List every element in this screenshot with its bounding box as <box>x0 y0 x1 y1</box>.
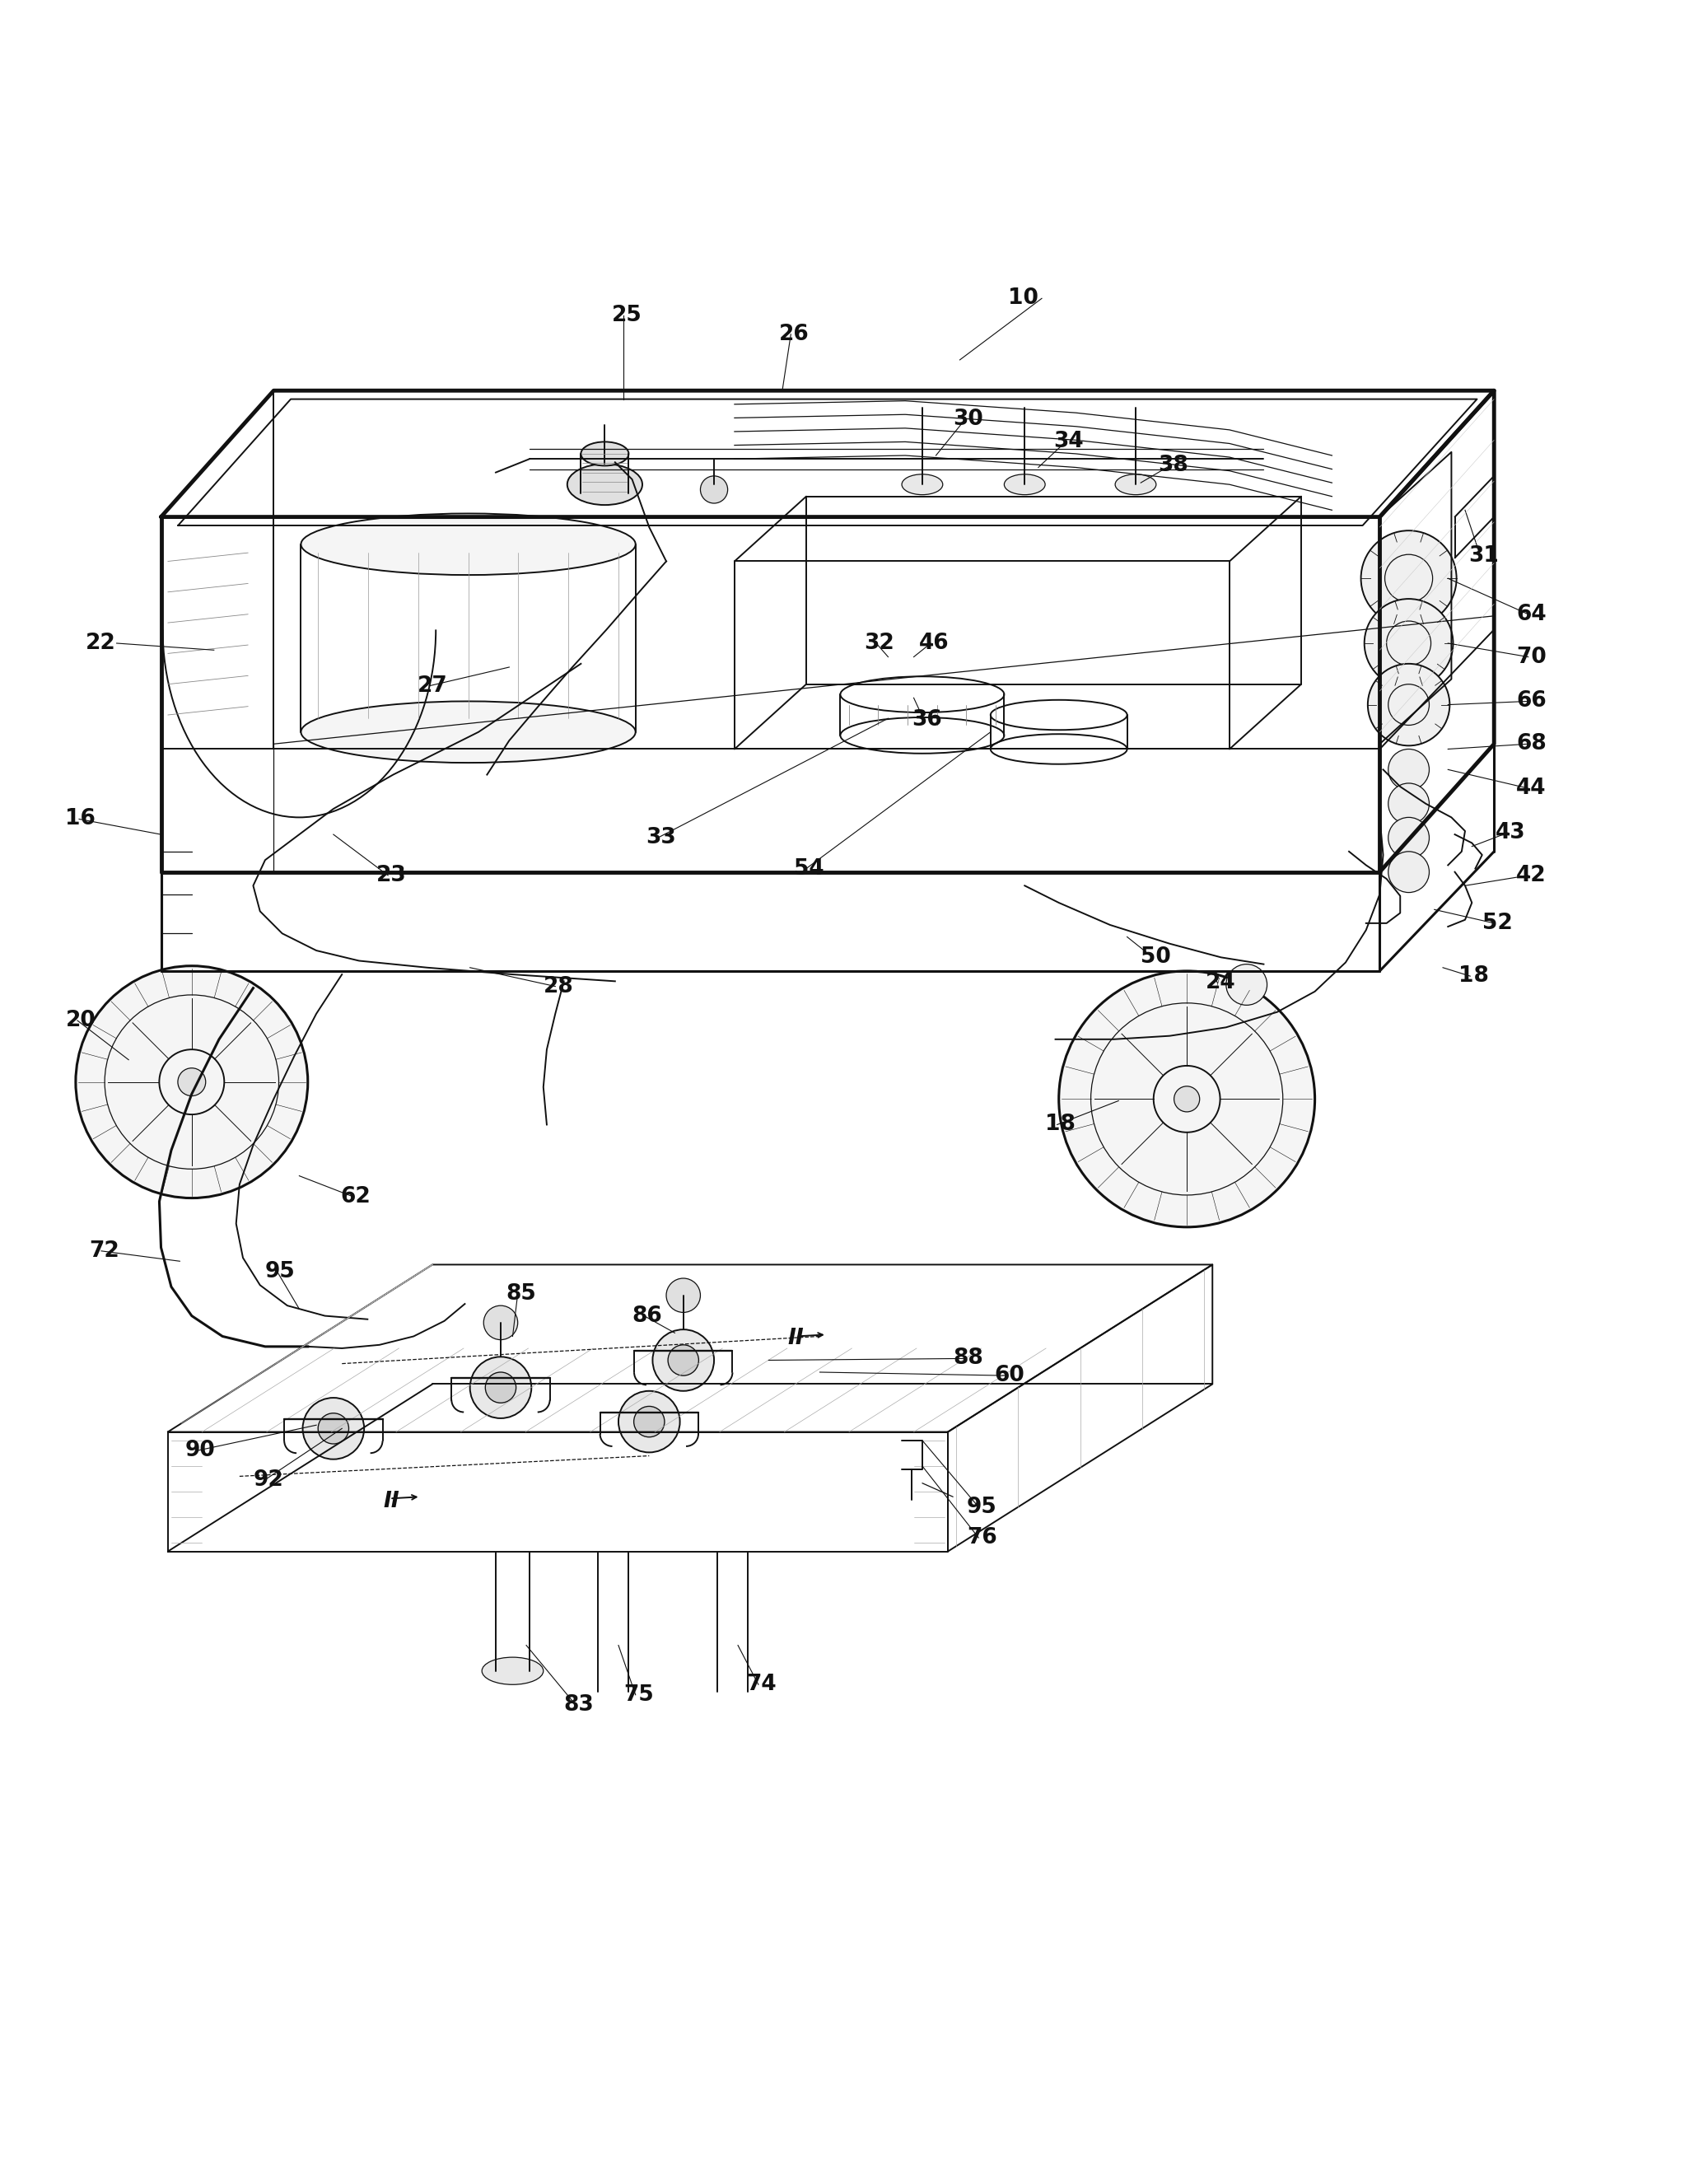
Circle shape <box>700 475 728 504</box>
Circle shape <box>1365 600 1454 687</box>
Text: 74: 74 <box>746 1673 777 1695</box>
Text: 92: 92 <box>253 1470 284 1490</box>
Text: 90: 90 <box>184 1439 215 1461</box>
Text: 83: 83 <box>564 1695 594 1716</box>
Text: 26: 26 <box>779 323 810 345</box>
Text: 64: 64 <box>1517 604 1546 626</box>
Circle shape <box>1389 818 1430 859</box>
Text: 54: 54 <box>794 857 825 879</box>
Text: 44: 44 <box>1517 779 1546 798</box>
Text: 85: 85 <box>506 1282 536 1304</box>
Text: 76: 76 <box>967 1527 997 1549</box>
Text: 95: 95 <box>265 1261 295 1282</box>
Circle shape <box>1389 748 1430 790</box>
Text: 30: 30 <box>953 408 984 430</box>
Ellipse shape <box>902 473 943 495</box>
Text: 23: 23 <box>376 864 407 885</box>
Circle shape <box>178 1069 205 1095</box>
Text: 62: 62 <box>340 1186 371 1206</box>
Text: 95: 95 <box>967 1496 997 1518</box>
Text: 20: 20 <box>65 1010 96 1032</box>
Text: 50: 50 <box>1141 947 1172 968</box>
Text: 18: 18 <box>1045 1114 1076 1136</box>
Text: 75: 75 <box>623 1684 654 1706</box>
Text: 34: 34 <box>1054 432 1085 451</box>
Circle shape <box>666 1278 700 1313</box>
Text: 70: 70 <box>1517 646 1546 667</box>
Circle shape <box>1226 964 1267 1005</box>
Circle shape <box>1059 971 1315 1228</box>
Text: 18: 18 <box>1459 966 1489 986</box>
Circle shape <box>668 1346 699 1376</box>
Circle shape <box>1173 1086 1199 1112</box>
Text: 10: 10 <box>1008 288 1038 310</box>
Text: 33: 33 <box>646 827 676 848</box>
Circle shape <box>75 966 307 1197</box>
Text: 72: 72 <box>89 1241 120 1261</box>
Text: 43: 43 <box>1496 822 1525 844</box>
Ellipse shape <box>301 702 635 763</box>
Circle shape <box>483 1306 518 1339</box>
Text: 88: 88 <box>953 1348 984 1370</box>
Text: 86: 86 <box>632 1304 663 1326</box>
Text: 22: 22 <box>85 632 116 654</box>
Text: 60: 60 <box>994 1365 1025 1387</box>
Ellipse shape <box>581 443 629 467</box>
Text: 42: 42 <box>1517 864 1546 885</box>
Ellipse shape <box>1115 473 1156 495</box>
Text: 36: 36 <box>912 709 943 731</box>
Text: 27: 27 <box>417 676 447 696</box>
Text: 28: 28 <box>543 975 574 997</box>
Circle shape <box>652 1330 714 1391</box>
Text: 16: 16 <box>65 809 96 829</box>
Ellipse shape <box>567 465 642 506</box>
Text: 46: 46 <box>919 632 950 654</box>
Text: 24: 24 <box>1206 973 1237 995</box>
Circle shape <box>318 1413 348 1444</box>
Text: 38: 38 <box>1158 456 1189 475</box>
Ellipse shape <box>1004 473 1045 495</box>
Circle shape <box>302 1398 364 1459</box>
Circle shape <box>1389 783 1430 824</box>
Text: 32: 32 <box>864 632 895 654</box>
Text: II: II <box>383 1492 400 1514</box>
Circle shape <box>1361 530 1457 626</box>
Circle shape <box>634 1407 664 1437</box>
Text: 52: 52 <box>1483 912 1512 933</box>
Text: 68: 68 <box>1517 733 1546 755</box>
Circle shape <box>618 1391 680 1453</box>
Text: 25: 25 <box>611 305 642 327</box>
Ellipse shape <box>482 1658 543 1684</box>
Text: 31: 31 <box>1469 545 1500 567</box>
Circle shape <box>1368 663 1450 746</box>
Circle shape <box>470 1357 531 1418</box>
Circle shape <box>485 1372 516 1402</box>
Text: 66: 66 <box>1517 691 1546 711</box>
Text: II: II <box>787 1328 804 1348</box>
Circle shape <box>1389 851 1430 892</box>
Ellipse shape <box>301 513 635 576</box>
